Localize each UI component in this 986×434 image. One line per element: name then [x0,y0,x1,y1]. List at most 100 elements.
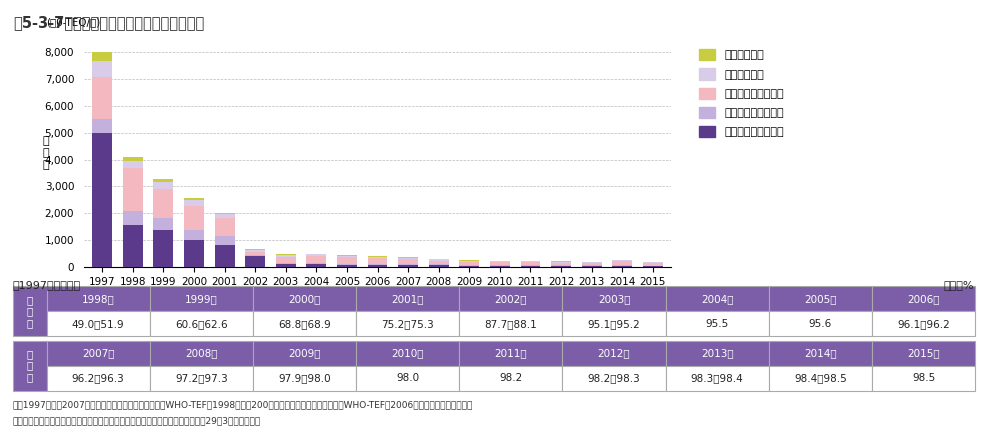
Bar [252,312,356,336]
Bar [123,224,143,267]
Bar [642,262,662,263]
Text: 2007年: 2007年 [82,348,114,358]
Bar [581,263,600,265]
Text: 95.1～95.2: 95.1～95.2 [587,319,640,329]
Text: (朆0-TEQ/年): (朆0-TEQ/年) [45,18,100,28]
Bar [245,249,265,250]
Bar [275,264,296,267]
Bar [428,261,449,264]
Bar [367,258,387,264]
Bar [458,341,562,365]
Bar [550,265,571,266]
Text: 98.2: 98.2 [499,373,522,383]
Bar [562,365,665,391]
Text: 98.3～98.4: 98.3～98.4 [690,373,742,383]
Bar [275,257,296,263]
Bar [306,254,326,256]
Bar [214,214,235,218]
Bar [367,256,387,257]
Bar [252,286,356,312]
Text: 排
出
量: 排 出 量 [42,136,49,170]
Bar [489,261,510,262]
Text: 2009年: 2009年 [288,348,320,358]
Bar [336,265,357,267]
Bar [306,264,326,267]
Text: 95.5: 95.5 [705,319,728,329]
Bar [458,265,479,266]
Text: 98.0: 98.0 [395,373,419,383]
Bar [562,312,665,336]
Bar [428,260,449,261]
Bar [245,256,265,267]
Bar [367,264,387,265]
Bar [46,365,150,391]
Text: 1998年: 1998年 [82,294,114,304]
Bar [428,265,449,267]
Bar [871,341,974,365]
Bar [458,262,479,265]
Text: 96.2～96.3: 96.2～96.3 [72,373,124,383]
Text: 2011年: 2011年 [494,348,527,358]
Bar [46,341,150,365]
Text: 2015年: 2015年 [906,348,939,358]
Bar [93,133,112,267]
Text: 87.7～88.1: 87.7～88.1 [484,319,536,329]
Bar [275,254,296,255]
Bar [252,341,356,365]
Bar [275,255,296,257]
Bar [214,213,235,214]
Bar [665,312,768,336]
Bar [611,261,631,265]
Text: 資料：環境省「ダイオキシン類の排出量の目録（排出インベントリー）」（平成29年3月）より作成: 資料：環境省「ダイオキシン類の排出量の目録（排出インベントリー）」（平成29年3… [13,417,261,426]
Bar [458,365,562,391]
Bar [306,256,326,263]
Bar [397,258,418,259]
Bar [550,262,571,263]
Bar [154,182,174,189]
Bar [123,161,143,168]
Text: 95.6: 95.6 [808,319,831,329]
Bar [183,230,204,240]
Bar [46,312,150,336]
Bar [245,250,265,252]
Bar [306,263,326,264]
Bar [46,286,150,312]
Bar [214,218,235,236]
Text: 1999年: 1999年 [184,294,218,304]
Text: 注：1997年か切2007年の排出量は毒性等価係数としてWHO-TEF（1998）を、200年以後の排出量は可能な範囲でWHO-TEF（2006）を用いた値で表: 注：1997年か切2007年の排出量は毒性等価係数としてWHO-TEF（1998… [13,400,472,409]
Bar [123,168,143,211]
Bar [520,265,540,266]
Bar [183,197,204,200]
Text: 98.4～98.5: 98.4～98.5 [793,373,846,383]
Text: 2000年: 2000年 [288,294,320,304]
Bar [550,266,571,267]
Bar [581,266,600,267]
Bar [183,200,204,206]
Text: 単位：%: 単位：% [943,280,973,290]
Bar [150,365,252,391]
Bar [336,257,357,264]
Bar [520,261,540,263]
Bar [93,60,112,76]
Bar [336,255,357,256]
Text: 2014年: 2014年 [804,348,836,358]
Bar [871,365,974,391]
Bar [768,341,871,365]
Bar [397,265,418,267]
Text: 基
準
年: 基 準 年 [27,295,33,328]
Text: 2004年: 2004年 [700,294,733,304]
Text: 図5-3-7　ダイオキシン類の排出総量の推移: 図5-3-7 ダイオキシン類の排出総量の推移 [13,15,204,30]
Bar [154,179,174,182]
Bar [356,312,458,336]
Bar [183,240,204,267]
Text: 75.2～75.3: 75.2～75.3 [381,319,434,329]
Bar [520,263,540,265]
Bar [665,365,768,391]
Bar [581,262,600,263]
Bar [154,218,174,230]
Bar [871,312,974,336]
Bar [550,263,571,265]
Text: 96.1～96.2: 96.1～96.2 [896,319,949,329]
Text: 2003年: 2003年 [598,294,630,304]
Bar [252,365,356,391]
